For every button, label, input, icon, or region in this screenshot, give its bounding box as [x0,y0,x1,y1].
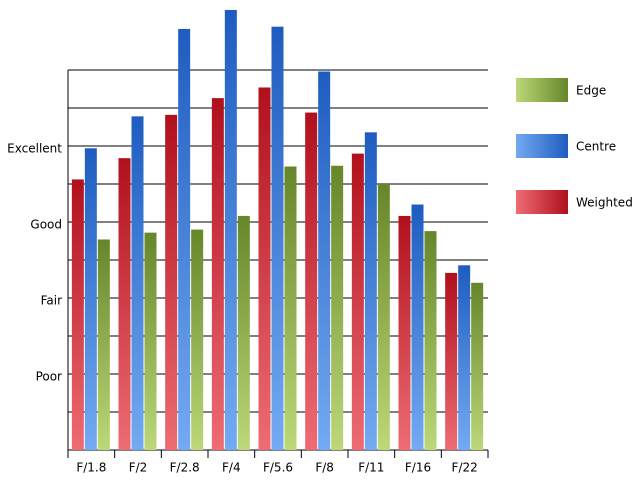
legend-swatch [516,190,568,214]
bar [398,215,411,450]
bar [458,265,471,450]
x-tick-label: F/11 [358,461,384,475]
legend-swatch [516,134,568,158]
bar [165,114,178,450]
bar [471,282,484,450]
bar [178,28,191,451]
bar [118,158,131,450]
legend-label: Edge [576,84,606,98]
bar [71,179,84,450]
bar [331,165,344,450]
bar [84,148,97,450]
bar [211,98,224,451]
bar [191,229,204,450]
y-tick-label: Fair [41,294,62,308]
bar [237,215,250,450]
bar [364,132,377,450]
x-tick-label: F/16 [405,461,431,475]
bar [377,184,390,450]
legend-label: Weighted [576,196,633,210]
x-tick-label: F/1.8 [76,461,106,475]
x-tick-label: F/8 [315,461,334,475]
bar [305,112,318,450]
x-tick-label: F/2 [129,461,148,475]
x-tick-label: F/4 [222,461,241,475]
bar [411,204,424,450]
x-tick-label: F/22 [452,461,478,475]
bar [445,272,458,450]
legend-label: Centre [576,140,616,154]
bar [258,87,271,450]
y-tick-label: Good [30,218,62,232]
bar [318,71,331,451]
x-tick-label: F/2.8 [170,461,200,475]
y-tick-label: Excellent [7,142,62,156]
legend-swatch [516,78,568,102]
x-tick-label: F/5.6 [263,461,293,475]
bar [424,231,437,450]
bar [131,116,144,451]
bar [351,153,364,450]
bar [97,239,110,450]
bar [224,9,237,451]
y-tick-label: Poor [36,370,62,384]
bar [144,232,157,450]
bar [284,166,297,450]
bar [271,26,284,451]
